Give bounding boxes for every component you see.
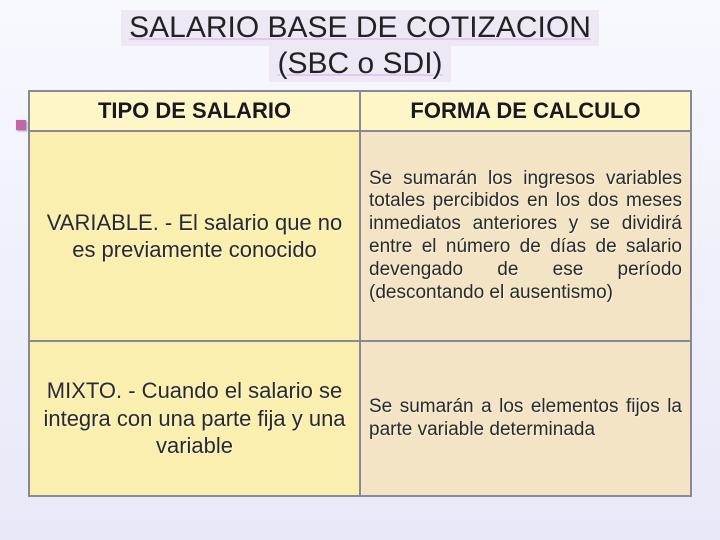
header-forma: FORMA DE CALCULO (360, 91, 691, 131)
table-row: VARIABLE. - El salario que no es previam… (29, 131, 691, 341)
cell-forma-variable: Se sumarán los ingresos variables totale… (360, 131, 691, 341)
salary-table: TIPO DE SALARIO FORMA DE CALCULO VARIABL… (28, 90, 692, 497)
table-header-row: TIPO DE SALARIO FORMA DE CALCULO (29, 91, 691, 131)
title-line-2: (SBC o SDI) (269, 46, 450, 82)
cell-tipo-mixto: MIXTO. - Cuando el salario se integra co… (29, 341, 360, 496)
bullet-marker (16, 120, 26, 130)
slide-title: SALARIO BASE DE COTIZACION (SBC o SDI) (28, 10, 692, 82)
cell-tipo-variable: VARIABLE. - El salario que no es previam… (29, 131, 360, 341)
title-line-1: SALARIO BASE DE COTIZACION (121, 10, 599, 46)
header-tipo: TIPO DE SALARIO (29, 91, 360, 131)
cell-forma-mixto: Se sumarán a los elementos fijos la part… (360, 341, 691, 496)
table-row: MIXTO. - Cuando el salario se integra co… (29, 341, 691, 496)
